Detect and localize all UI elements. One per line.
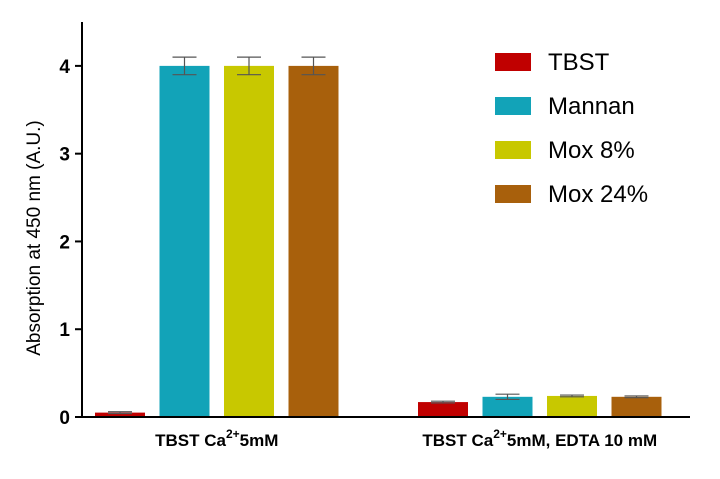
legend-label: TBST: [548, 49, 610, 76]
x-category-label: TBST Ca2+5mM: [155, 427, 278, 450]
bar-tbst: [95, 412, 145, 417]
legend-label: Mox 24%: [548, 181, 648, 208]
bar-mox-8-: [547, 395, 597, 417]
y-tick-label: 4: [59, 57, 70, 78]
legend-swatch: [495, 185, 531, 203]
bar-tbst: [418, 402, 468, 417]
legend-label: Mannan: [548, 93, 635, 120]
legend-swatch: [495, 53, 531, 71]
bar-mannan: [482, 396, 533, 417]
bars: [95, 56, 662, 417]
bar-mox-24-: [611, 396, 662, 417]
bar-mox-24-: [288, 65, 339, 417]
bar-mox-8-: [224, 65, 274, 417]
y-axis: 0 1 2 3 4: [59, 22, 83, 429]
y-tick-label: 0: [59, 408, 70, 429]
y-tick-label: 3: [59, 145, 70, 166]
legend-label: Mox 8%: [548, 137, 635, 164]
x-axis: TBST Ca2+5mM TBST Ca2+5mM, EDTA 10 mM: [82, 416, 690, 450]
legend-swatch: [495, 97, 531, 115]
legend-swatch: [495, 141, 531, 159]
bar-mannan: [159, 65, 210, 417]
y-tick-label: 1: [59, 320, 70, 341]
x-category-label: TBST Ca2+5mM, EDTA 10 mM: [422, 427, 657, 450]
y-tick-label: 2: [59, 232, 70, 253]
legend: TBST Mannan Mox 8% Mox 24%: [495, 49, 648, 208]
y-axis-label: Absorption at 450 nm (A.U.): [24, 120, 45, 356]
